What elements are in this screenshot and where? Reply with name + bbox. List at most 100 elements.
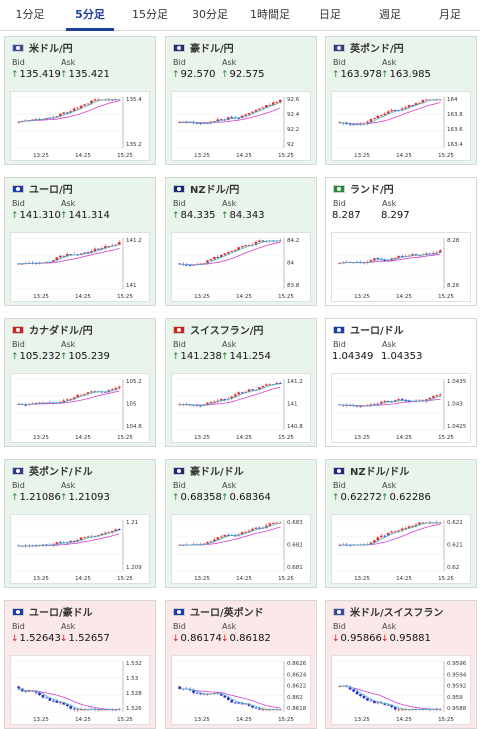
candle-body	[202, 123, 206, 124]
card-title[interactable]: ユーロ/豪ドル	[12, 604, 93, 619]
mini-chart[interactable]: 8.28 8.26 13:25 14:25 15:25	[331, 232, 471, 302]
candle-body	[65, 399, 69, 401]
candle-body	[254, 241, 258, 245]
y-tick-label: 163.4	[447, 142, 463, 148]
mini-chart[interactable]: 141.2 141 140.8 13:25 14:25 15:25	[171, 373, 311, 443]
mini-chart[interactable]: 92.6 92.4 92.2 92 13:25 14:25 15:25	[171, 91, 311, 161]
x-tick-label: 13:25	[33, 435, 49, 441]
tab-timeframe[interactable]: 5分足	[60, 0, 120, 31]
mini-chart[interactable]: 84.2 84 83.8 13:25 14:25 15:25	[171, 232, 311, 302]
mini-chart[interactable]: 0.683 0.682 0.681 13:25 14:25 15:25	[171, 514, 311, 584]
mini-chart[interactable]: 141.2 141 13:25 14:25 15:25	[10, 232, 150, 302]
tab-timeframe[interactable]: 15分足	[132, 8, 168, 21]
candle-body	[223, 695, 227, 698]
tab-timeframe[interactable]: 1分足	[15, 8, 45, 21]
candle-body	[226, 251, 230, 254]
mini-chart[interactable]: 164 163.8 163.6 163.4 13:25 14:25 15:25	[331, 91, 471, 161]
y-tick-label: 0.8622	[287, 684, 306, 690]
mini-chart[interactable]: 105.2 105 104.8 13:25 14:25 15:25	[10, 373, 150, 443]
card-title[interactable]: 米ドル/スイスフラン	[333, 604, 443, 619]
bid-value: ↓0.86174	[172, 633, 222, 644]
card-title[interactable]: 英ポンド/ドル	[12, 463, 93, 478]
card-title[interactable]: ユーロ/円	[12, 181, 73, 196]
candle-body	[268, 384, 272, 386]
au-jp-flag	[173, 43, 185, 52]
rate-card[interactable]: 豪ドル/ドル Bid Ask ↑0.68358 ↑0.68364 0.683 0.682 0.…	[165, 459, 317, 588]
rate-card[interactable]: NZドル/円 Bid Ask ↑84.335 ↑84.343 84.2 84 83.8 13:2…	[165, 177, 317, 306]
bid-value: ↑163.978	[332, 69, 382, 80]
tab-timeframe[interactable]: 1時間足	[250, 8, 290, 21]
mini-chart[interactable]: 0.8626 0.8624 0.8622 0.862 0.8618 13:25 14:25 1…	[171, 655, 311, 725]
y-tick-label: 1.0435	[447, 379, 467, 385]
candle-body	[188, 404, 192, 406]
card-title[interactable]: NZドル/ドル	[333, 463, 409, 478]
arrow-up-icon: ↑	[221, 493, 229, 503]
bid-value: 8.287	[332, 210, 361, 221]
tab-timeframe[interactable]: 週足	[379, 8, 401, 21]
card-title[interactable]: 豪ドル/ドル	[173, 463, 244, 478]
bid-label: Bid	[173, 622, 186, 631]
bid-value-text: 1.52643	[19, 633, 61, 644]
rate-card[interactable]: ユーロ/ドル Bid Ask 1.04349 1.04353 1.0435 1.043 1.0…	[325, 318, 477, 447]
candlestick-chart: 1.0435 1.043 1.0425 13:25 14:25 15:25	[336, 378, 467, 441]
candle-body	[268, 104, 272, 106]
card-title[interactable]: ランド/円	[333, 181, 394, 196]
ask-value-text: 0.86182	[229, 633, 271, 644]
card-title[interactable]: 豪ドル/円	[173, 40, 234, 55]
card-title[interactable]: スイスフラン/円	[173, 322, 263, 337]
card-title[interactable]: NZドル/円	[173, 181, 239, 196]
arrow-up-icon: ↑	[381, 493, 389, 503]
mini-chart[interactable]: 1.0435 1.043 1.0425 13:25 14:25 15:25	[331, 373, 471, 443]
mini-chart[interactable]: 1.21 1.209 13:25 14:25 15:25	[10, 514, 150, 584]
ask-value-text: 1.52657	[68, 633, 110, 644]
card-title[interactable]: ユーロ/ドル	[333, 322, 404, 337]
candle-body	[383, 113, 387, 116]
candle-body	[83, 104, 86, 106]
candle-body	[407, 105, 411, 108]
rate-card[interactable]: ユーロ/英ポンド Bid Ask ↓0.86174 ↓0.86182 0.8626 0.86…	[165, 600, 317, 729]
rate-card[interactable]: 英ポンド/円 Bid Ask ↑163.978 ↑163.985 164 163.8 163.…	[325, 36, 477, 165]
candle-body	[400, 709, 404, 711]
candle-body	[69, 398, 73, 400]
arrow-up-icon: ↑	[60, 493, 68, 503]
candlestick-chart: 84.2 84 83.8 13:25 14:25 15:25	[176, 237, 300, 300]
mini-chart[interactable]: 135.4 135.2 13:25 14:25 15:25	[10, 91, 150, 161]
rate-card[interactable]: ユーロ/豪ドル Bid Ask ↓1.52643 ↓1.52657 1.532 1.53 1.…	[4, 600, 156, 729]
ask-value-text: 105.239	[68, 351, 110, 362]
tab-timeframe[interactable]: 日足	[319, 8, 341, 21]
mini-chart[interactable]: 0.9596 0.9594 0.9592 0.959 0.9588 13:25 14:25 1…	[331, 655, 471, 725]
moving-average-short	[179, 383, 281, 406]
rate-card[interactable]: カナダドル/円 Bid Ask ↑105.232 ↑105.239 105.2 105 104…	[4, 318, 156, 447]
y-tick-label: 135.4	[126, 97, 142, 103]
candle-body	[223, 253, 227, 255]
candle-body	[226, 534, 230, 536]
candle-body	[237, 247, 240, 251]
candlestick-chart: 141.2 141 140.8 13:25 14:25 15:25	[176, 378, 303, 441]
candle-body	[69, 705, 73, 709]
moving-average-short	[339, 685, 441, 710]
rate-card[interactable]: 米ドル/円 Bid Ask ↑135.419 ↑135.421 135.4 135.2 13:…	[4, 36, 156, 165]
rate-card[interactable]: NZドル/ドル Bid Ask ↑0.62272 ↑0.62286 0.622 0.621 0…	[325, 459, 477, 588]
card-title[interactable]: カナダドル/円	[12, 322, 93, 337]
candle-body	[258, 527, 261, 529]
rate-card[interactable]: スイスフラン/円 Bid Ask ↑141.238 ↑141.254 141.2 141 14…	[165, 318, 317, 447]
card-title[interactable]: ユーロ/英ポンド	[173, 604, 264, 619]
rate-card[interactable]: 米ドル/スイスフラン Bid Ask ↓0.95866 ↓0.95881 0.9596 0.…	[325, 600, 477, 729]
card-title[interactable]: 米ドル/円	[12, 40, 73, 55]
mini-chart[interactable]: 1.532 1.53 1.528 1.526 13:25 14:25 15:25	[10, 655, 150, 725]
rate-card[interactable]: 豪ドル/円 Bid Ask ↑92.570 ↑92.575 92.6 92.4 92.2 92 1…	[165, 36, 317, 165]
rate-card[interactable]: ランド/円 Bid Ask 8.287 8.297 8.28 8.26 13:25 14:25 1…	[325, 177, 477, 306]
rate-card[interactable]: ユーロ/円 Bid Ask ↑141.310 ↑141.314 141.2 141 13:25…	[4, 177, 156, 306]
candle-body	[425, 253, 428, 255]
card-title[interactable]: 英ポンド/円	[333, 40, 404, 55]
x-tick-label: 14:25	[75, 435, 91, 441]
rate-card[interactable]: 英ポンド/ドル Bid Ask ↑1.21086 ↑1.21093 1.21 1.209 13…	[4, 459, 156, 588]
mini-chart[interactable]: 0.622 0.621 0.62 13:25 14:25 15:25	[331, 514, 471, 584]
tab-timeframe[interactable]: 月足	[439, 8, 461, 21]
y-tick-label: 92.6	[287, 97, 300, 103]
x-tick-label: 13:25	[194, 717, 210, 723]
tab-timeframe[interactable]: 30分足	[192, 8, 228, 21]
candle-body	[220, 399, 223, 401]
y-tick-label: 1.21	[126, 520, 138, 526]
y-tick-label: 105.2	[126, 379, 142, 385]
